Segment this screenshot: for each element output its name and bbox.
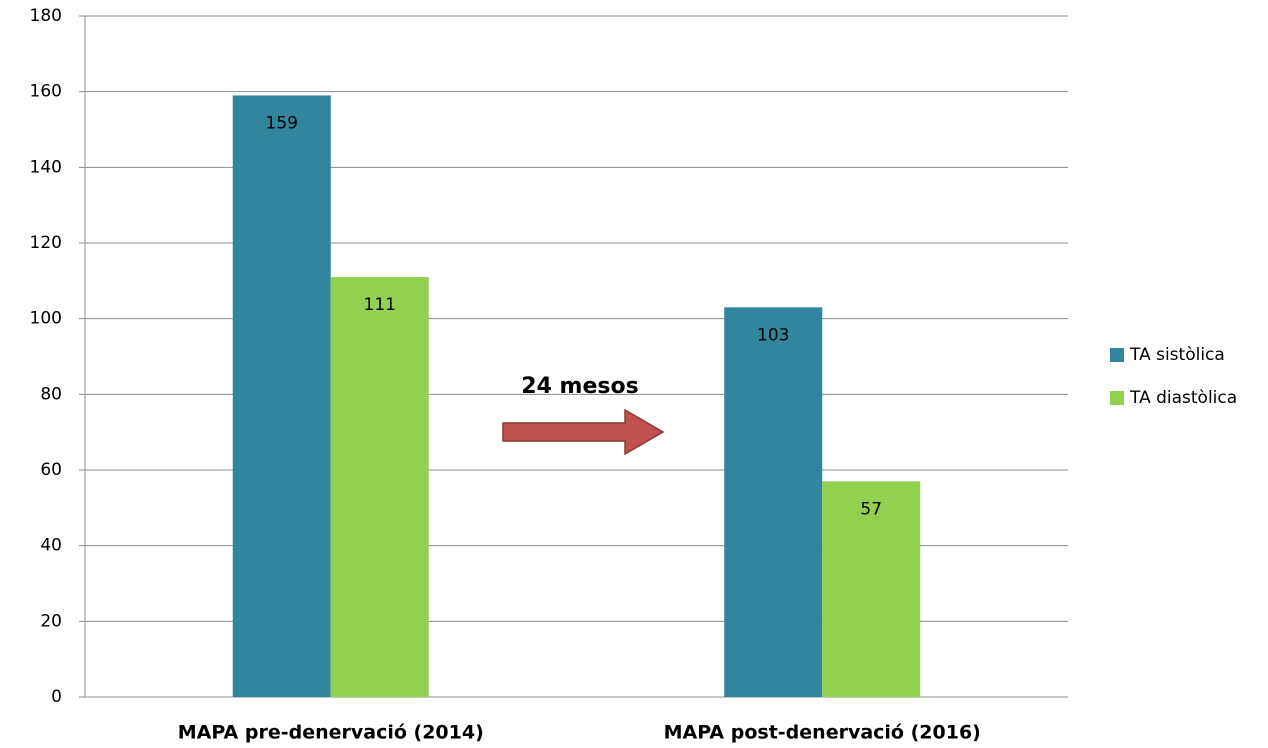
value-label: 111 [364, 295, 396, 315]
value-label: 103 [757, 325, 789, 345]
value-label: 57 [860, 499, 882, 519]
x-tick-label: MAPA post-denervació (2016) [664, 722, 981, 744]
y-tick-label: 160 [30, 82, 62, 102]
y-tick-label: 40 [40, 536, 62, 556]
bar [822, 481, 921, 697]
bar [232, 95, 331, 697]
y-tick-label: 100 [30, 309, 62, 329]
y-tick-label: 120 [30, 233, 62, 253]
y-tick-label: 180 [30, 6, 62, 26]
bar [330, 277, 429, 697]
arrow [502, 408, 665, 456]
y-tick-label: 80 [40, 384, 62, 404]
y-tick-label: 0 [51, 687, 62, 707]
legend-label: TA sistòlica [1129, 345, 1225, 365]
y-tick-label: 60 [40, 460, 62, 480]
y-tick-label: 140 [30, 157, 62, 177]
y-tick-label: 20 [40, 611, 62, 631]
legend-swatch [1110, 391, 1124, 405]
legend-label: TA diastòlica [1129, 388, 1237, 408]
value-label: 159 [266, 113, 298, 133]
legend-swatch [1110, 348, 1124, 362]
bar [724, 307, 823, 697]
x-tick-label: MAPA pre-denervació (2014) [178, 722, 484, 744]
annotation: 24 mesos [521, 374, 638, 399]
